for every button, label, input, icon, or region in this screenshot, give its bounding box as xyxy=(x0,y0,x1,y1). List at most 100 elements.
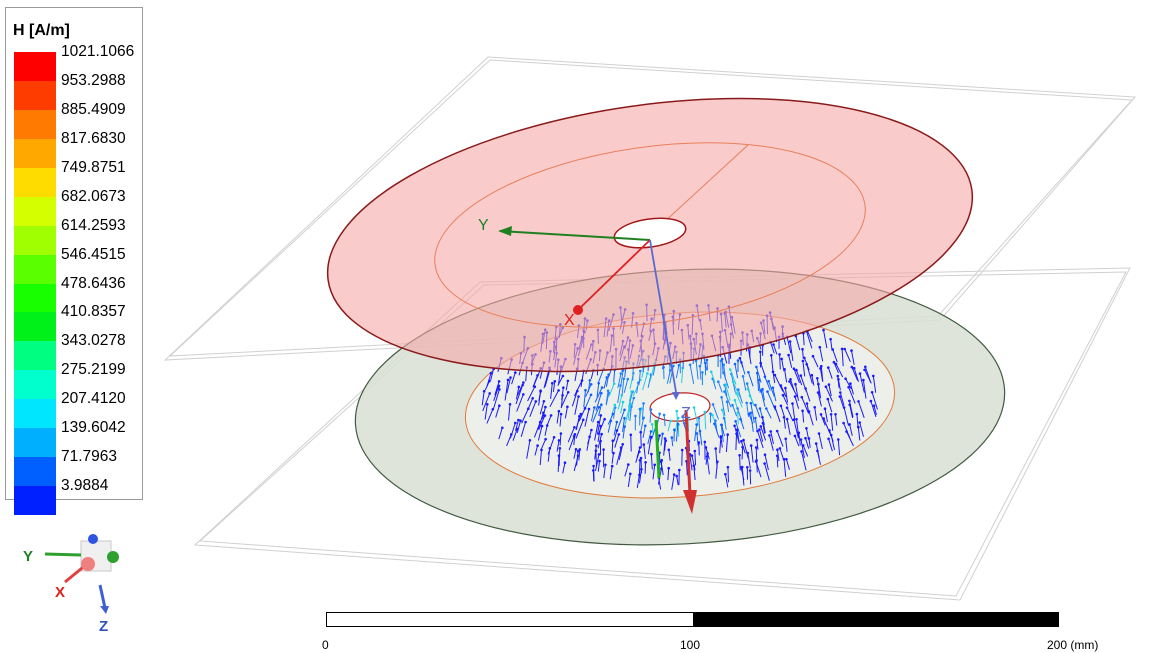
field-vector xyxy=(765,408,772,419)
field-vector xyxy=(636,382,639,394)
field-vector-head xyxy=(709,370,713,374)
field-vector-head xyxy=(584,388,587,392)
field-vector xyxy=(596,383,600,397)
field-vector-head xyxy=(811,354,815,358)
field-vector-head xyxy=(628,405,631,408)
field-vector xyxy=(819,347,824,362)
triad-x-label: X xyxy=(55,584,65,601)
field-vector-head xyxy=(690,454,694,457)
field-vector xyxy=(846,431,854,447)
field-vector xyxy=(794,396,800,409)
field-vector xyxy=(717,381,723,393)
field-vector-head xyxy=(517,418,520,422)
field-vector xyxy=(516,420,521,434)
field-vector xyxy=(755,366,762,383)
field-vector-head xyxy=(649,435,653,439)
field-vector-head xyxy=(545,424,549,427)
field-vector xyxy=(754,404,761,418)
field-vector-head xyxy=(540,424,544,428)
field-vector-head xyxy=(595,444,598,448)
field-vector xyxy=(859,373,865,393)
field-vector xyxy=(544,369,551,388)
field-vector xyxy=(504,379,509,401)
field-vector xyxy=(694,424,698,442)
field-vector-head xyxy=(757,378,761,382)
field-vector xyxy=(770,431,774,445)
field-vector xyxy=(841,348,844,367)
field-vector-head xyxy=(819,413,823,416)
field-vector-head xyxy=(741,375,745,378)
field-vector-head xyxy=(705,455,709,458)
field-vector xyxy=(805,438,810,449)
field-vector xyxy=(864,369,872,384)
field-vector-head xyxy=(638,450,641,454)
scale-bar xyxy=(326,612,1059,627)
field-vector xyxy=(520,421,527,437)
field-vector xyxy=(732,405,738,417)
triad-y-label: Y xyxy=(23,548,33,565)
field-vector xyxy=(764,454,769,471)
field-vector xyxy=(835,363,844,378)
field-vector xyxy=(789,381,798,398)
field-vector-head xyxy=(542,400,546,403)
field-vector xyxy=(696,433,699,446)
field-vector-head xyxy=(785,406,789,410)
field-vector-head xyxy=(588,379,592,382)
field-vector-head xyxy=(855,412,859,416)
upper-coil[interactable] xyxy=(310,61,990,409)
field-vector xyxy=(726,401,730,413)
field-vector-head xyxy=(597,405,601,409)
field-vector xyxy=(575,413,582,430)
field-vector-head xyxy=(611,439,615,443)
field-vector xyxy=(597,425,602,442)
field-vector xyxy=(622,426,626,439)
field-vector xyxy=(817,384,822,399)
field-vector-head xyxy=(791,402,794,405)
field-vector xyxy=(727,467,729,483)
field-vector-head xyxy=(658,434,661,437)
field-vector-head xyxy=(723,390,726,393)
field-vector-head xyxy=(754,446,758,449)
field-vector xyxy=(793,419,799,439)
field-vector xyxy=(663,438,666,456)
field-vector-head xyxy=(736,411,739,415)
field-vector xyxy=(587,380,591,393)
legend-value: 1021.1066 xyxy=(61,43,135,60)
field-vector-head xyxy=(778,353,781,356)
field-vector-head xyxy=(682,422,686,425)
field-vector-head xyxy=(714,447,717,450)
field-vector xyxy=(568,435,575,451)
field-vector xyxy=(636,474,640,488)
field-vector-head xyxy=(599,439,602,443)
field-vector xyxy=(614,434,620,448)
field-vector xyxy=(729,369,737,385)
field-vector-head xyxy=(629,402,632,405)
field-vector xyxy=(698,442,700,456)
field-vector-head xyxy=(848,403,851,407)
field-vector-head xyxy=(557,454,561,458)
field-vector xyxy=(872,375,877,393)
field-vector-head xyxy=(498,388,501,391)
field-vector xyxy=(781,358,785,372)
field-vector xyxy=(586,436,591,451)
field-vector xyxy=(533,421,541,438)
field-vector xyxy=(565,380,569,391)
field-vector-head xyxy=(627,463,630,466)
field-vector xyxy=(481,391,485,406)
field-vector-head xyxy=(733,362,737,366)
orientation-triad[interactable]: Y X Z xyxy=(15,530,135,640)
field-vector-head xyxy=(725,400,729,404)
legend-value: 817.6830 xyxy=(61,129,126,147)
field-vector-head xyxy=(838,395,842,398)
field-vector xyxy=(857,427,861,441)
field-vector-head xyxy=(816,377,819,380)
field-vector-head xyxy=(501,426,504,430)
field-vector-head xyxy=(603,417,606,421)
field-vector xyxy=(806,331,813,349)
field-vector xyxy=(776,430,784,447)
field-vector xyxy=(786,336,792,354)
field-vector xyxy=(647,431,652,445)
field-vector-head xyxy=(720,396,723,399)
field-vector-head xyxy=(716,460,719,464)
